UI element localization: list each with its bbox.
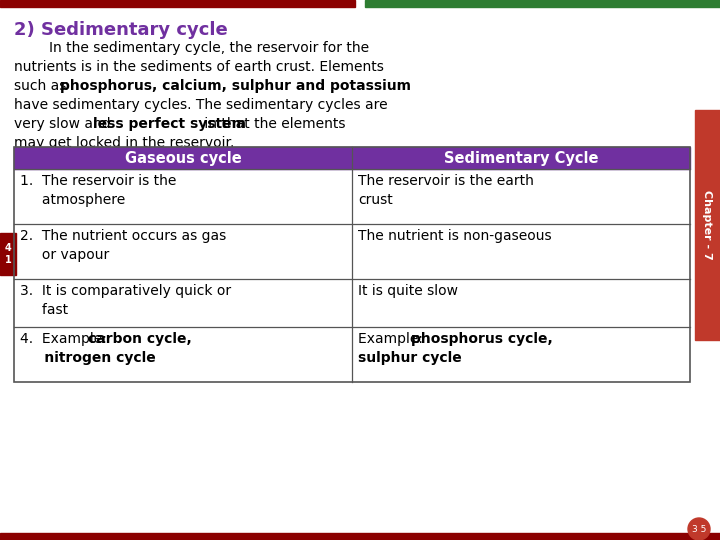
Bar: [0, 533, 720, 540]
Text: Chapter - 7: Chapter - 7: [703, 190, 713, 260]
Text: 4
1: 4 1: [4, 243, 12, 265]
Text: crust: crust: [358, 193, 392, 207]
Text: nutrients is in the sediments of earth crust. Elements: nutrients is in the sediments of earth c…: [14, 60, 384, 74]
Text: carbon cycle,: carbon cycle,: [88, 332, 192, 346]
Text: or vapour: or vapour: [20, 248, 109, 262]
Text: nitrogen cycle: nitrogen cycle: [20, 351, 156, 365]
Text: Gaseous cycle: Gaseous cycle: [125, 151, 241, 165]
Bar: [365, 0, 720, 7]
Bar: [0, 233, 16, 275]
Text: The reservoir is the earth: The reservoir is the earth: [358, 174, 534, 188]
Bar: [14, 327, 690, 382]
Text: 2.  The nutrient occurs as gas: 2. The nutrient occurs as gas: [20, 229, 226, 243]
Bar: [14, 147, 352, 169]
Circle shape: [688, 518, 710, 540]
Bar: [0, 0, 355, 7]
Text: fast: fast: [20, 303, 68, 317]
Text: 3.  It is comparatively quick or: 3. It is comparatively quick or: [20, 284, 231, 298]
Text: 4.  Example:: 4. Example:: [20, 332, 112, 346]
Text: have sedimentary cycles. The sedimentary cycles are: have sedimentary cycles. The sedimentary…: [14, 98, 387, 112]
Bar: [14, 224, 690, 279]
Bar: [14, 147, 690, 382]
Bar: [14, 169, 690, 224]
Text: very slow and: very slow and: [14, 117, 115, 131]
Text: phosphorus, calcium, sulphur and potassium: phosphorus, calcium, sulphur and potassi…: [60, 79, 411, 93]
Text: less perfect system: less perfect system: [93, 117, 246, 131]
Text: Sedimentary Cycle: Sedimentary Cycle: [444, 151, 598, 165]
Text: atmosphere: atmosphere: [20, 193, 125, 207]
Text: phosphorus cycle,: phosphorus cycle,: [411, 332, 553, 346]
Text: in that the elements: in that the elements: [200, 117, 346, 131]
Bar: [14, 279, 690, 327]
Text: sulphur cycle: sulphur cycle: [358, 351, 462, 365]
Text: 3 5: 3 5: [692, 524, 706, 534]
Bar: [695, 110, 720, 340]
Text: 2) Sedimentary cycle: 2) Sedimentary cycle: [14, 21, 228, 39]
Text: may get locked in the reservoir.: may get locked in the reservoir.: [14, 136, 235, 150]
Text: The nutrient is non-gaseous: The nutrient is non-gaseous: [358, 229, 552, 243]
Text: Example:: Example:: [358, 332, 428, 346]
Text: In the sedimentary cycle, the reservoir for the: In the sedimentary cycle, the reservoir …: [14, 41, 369, 55]
Text: 1.  The reservoir is the: 1. The reservoir is the: [20, 174, 176, 188]
Text: It is quite slow: It is quite slow: [358, 284, 458, 298]
Text: such as: such as: [14, 79, 71, 93]
Bar: [352, 147, 690, 169]
